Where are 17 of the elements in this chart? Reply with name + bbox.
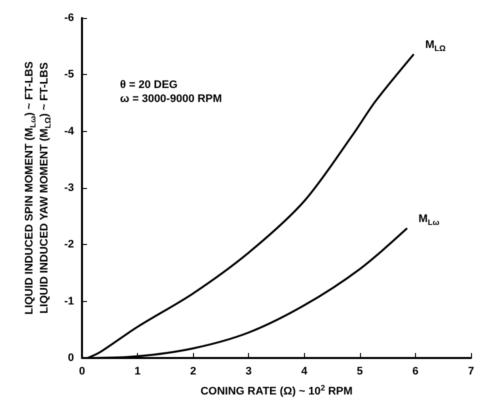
y-tick-label: -3 [64, 182, 74, 194]
y-tick-label: -2 [64, 238, 74, 251]
annotation: θ = 20 DEG ω = 3000-9000 RPM [120, 79, 222, 105]
y-axis-title: LIQUID INDUCED SPIN MOMENT (MLω) ~ FT-LBS LIQUID INDUCED YAW MOMENT (MLΩ) ~ FT-LBS [24, 61, 52, 315]
y-tick-label: 0 [68, 352, 74, 364]
x-tick-label: 1 [134, 366, 141, 378]
y-tick-label: -5 [64, 68, 74, 81]
x-tick-label: 5 [356, 366, 363, 378]
x-tick-label: 2 [190, 366, 196, 378]
x-tick-label: 0 [78, 366, 86, 378]
y-tick-label: -4 [64, 125, 75, 138]
y-tick-label: -6 [64, 12, 74, 24]
x-tick-label: 3 [246, 366, 252, 378]
x-tick-label: 6 [412, 366, 418, 378]
x-tick-label: 4 [301, 366, 308, 378]
x-tick-label: 7 [468, 366, 474, 378]
y-tick-label: -1 [64, 295, 74, 308]
